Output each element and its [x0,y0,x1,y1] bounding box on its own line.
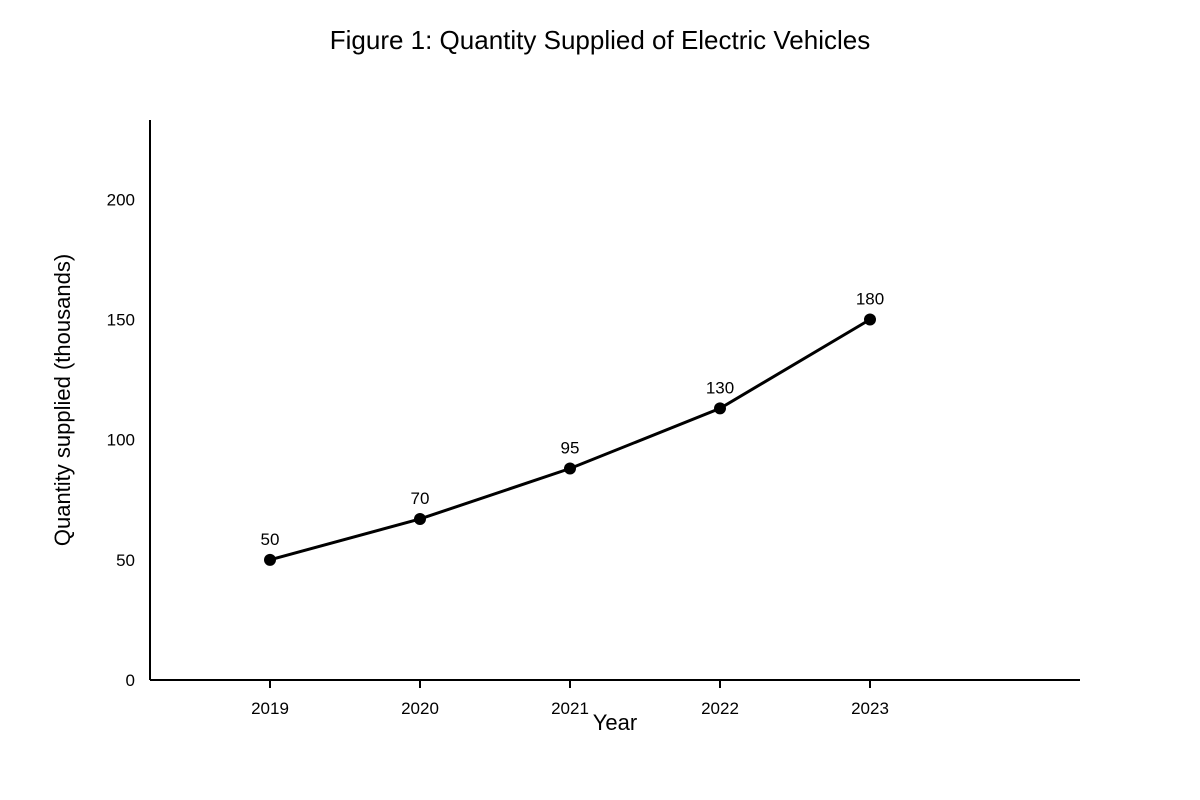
y-tick-label: 150 [107,310,135,329]
x-axis-ticks: 2019 2020 2021 2022 2023 [251,680,889,718]
data-label: 50 [261,530,280,549]
x-axis-title: Year [593,710,637,735]
data-point [864,313,876,326]
data-label: 180 [856,289,884,308]
data-point [414,512,426,525]
y-axis-ticks: 0 50 100 150 200 [107,190,135,690]
y-tick-label: 200 [107,190,135,209]
y-axis-title: Quantity supplied (thousands) [50,254,75,546]
data-point [264,553,276,566]
data-label: 70 [411,489,430,508]
x-tick-label: 2022 [701,699,739,718]
x-tick-label: 2021 [551,699,589,718]
data-label: 130 [706,378,734,397]
x-tick-label: 2023 [851,699,889,718]
chart-title: Figure 1: Quantity Supplied of Electric … [329,25,871,55]
data-point [564,462,576,475]
data-label: 95 [561,438,580,457]
y-tick-label: 100 [107,431,135,450]
y-tick-label: 0 [126,671,135,690]
series-line-group: 50 70 95 130 180 [261,289,884,566]
data-point [714,402,726,415]
x-tick-label: 2019 [251,699,289,718]
x-tick-label: 2020 [401,699,439,718]
y-tick-label: 50 [116,551,135,570]
